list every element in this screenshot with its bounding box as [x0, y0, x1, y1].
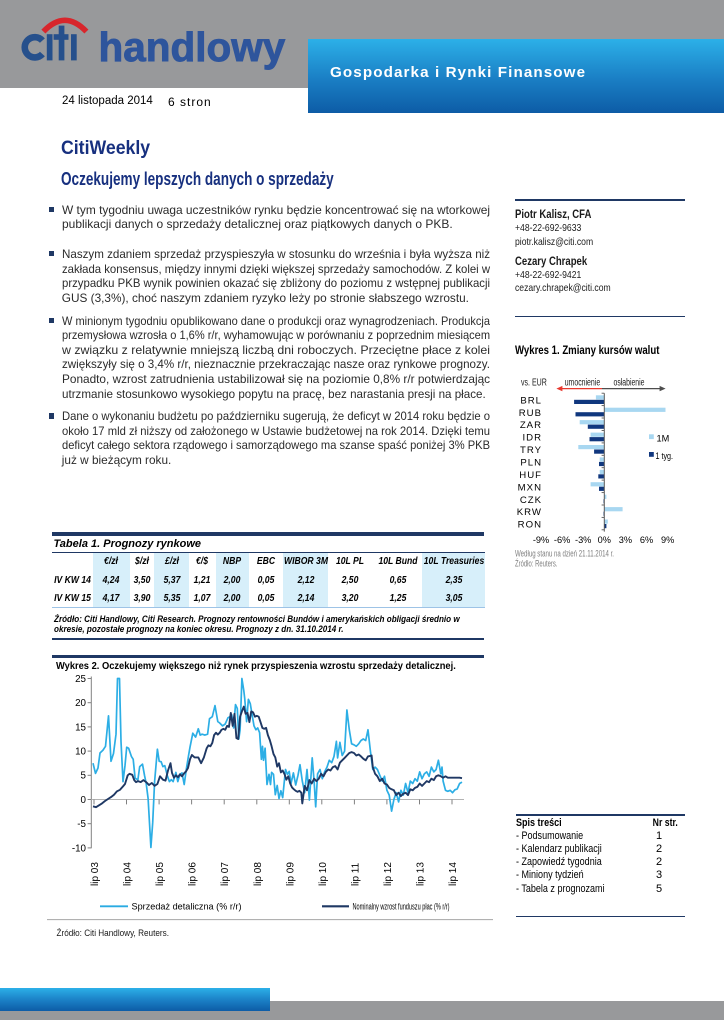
svg-text:0%: 0% [598, 535, 611, 545]
svg-text:3%: 3% [619, 535, 632, 545]
svg-text:Źródło: Citi Handlowy, Reuters: Źródło: Citi Handlowy, Reuters. [57, 928, 170, 938]
svg-text:umocnienie: umocnienie [565, 378, 601, 389]
svg-text:0: 0 [81, 795, 87, 806]
svg-text:lip 14: lip 14 [448, 862, 459, 886]
svg-text:-9%: -9% [533, 535, 549, 545]
svg-text:-5: -5 [77, 819, 86, 830]
svg-text:TRY: TRY [520, 445, 542, 456]
svg-text:lip 11: lip 11 [350, 862, 361, 886]
svg-text:25: 25 [75, 674, 86, 685]
svg-text:1 tyg.: 1 tyg. [656, 451, 674, 461]
svg-text:HUF: HUF [519, 470, 542, 481]
svg-text:6%: 6% [640, 535, 653, 545]
svg-text:1M: 1M [657, 434, 670, 444]
svg-text:RUB: RUB [519, 408, 542, 419]
svg-text:20: 20 [75, 698, 86, 709]
svg-text:RON: RON [518, 520, 542, 531]
svg-text:handlowy: handlowy [99, 24, 286, 70]
svg-text:-6%: -6% [554, 535, 570, 545]
svg-text:Nominalny wzrost funduszu płac: Nominalny wzrost funduszu płac (% r/r) [353, 902, 450, 912]
svg-text:BRL: BRL [520, 395, 542, 406]
svg-text:lip 04: lip 04 [123, 862, 134, 886]
svg-text:lip 07: lip 07 [220, 862, 231, 886]
svg-text:CZK: CZK [520, 495, 542, 506]
svg-text:KRW: KRW [517, 507, 542, 518]
svg-text:lip 13: lip 13 [416, 862, 427, 886]
svg-text:IDR: IDR [522, 433, 542, 444]
svg-text:lip 05: lip 05 [155, 862, 166, 886]
svg-text:-3%: -3% [575, 535, 591, 545]
svg-text:Źródło: Reuters.: Źródło: Reuters. [515, 558, 558, 568]
svg-text:lip 06: lip 06 [188, 862, 199, 886]
svg-text:5: 5 [81, 771, 87, 782]
svg-text:-10: -10 [72, 843, 87, 854]
svg-text:15: 15 [75, 722, 86, 733]
svg-text:lip 08: lip 08 [253, 862, 264, 886]
svg-text:osłabienie: osłabienie [614, 378, 645, 389]
svg-text:9%: 9% [661, 535, 674, 545]
svg-text:ZAR: ZAR [520, 420, 542, 431]
svg-text:MXN: MXN [518, 482, 542, 493]
svg-text:lip 12: lip 12 [383, 862, 394, 886]
svg-text:lip 10: lip 10 [318, 862, 329, 886]
svg-text:vs. EUR: vs. EUR [521, 378, 547, 389]
svg-text:lip 09: lip 09 [285, 862, 296, 886]
svg-text:Sprzedaż detaliczna (% r/r): Sprzedaż detaliczna (% r/r) [132, 902, 242, 912]
svg-text:10: 10 [75, 747, 86, 758]
svg-text:Według stanu na dzień 21.11.20: Według stanu na dzień 21.11.2014 r. [515, 549, 614, 559]
svg-text:lip 03: lip 03 [90, 862, 101, 886]
svg-text:PLN: PLN [520, 458, 542, 469]
